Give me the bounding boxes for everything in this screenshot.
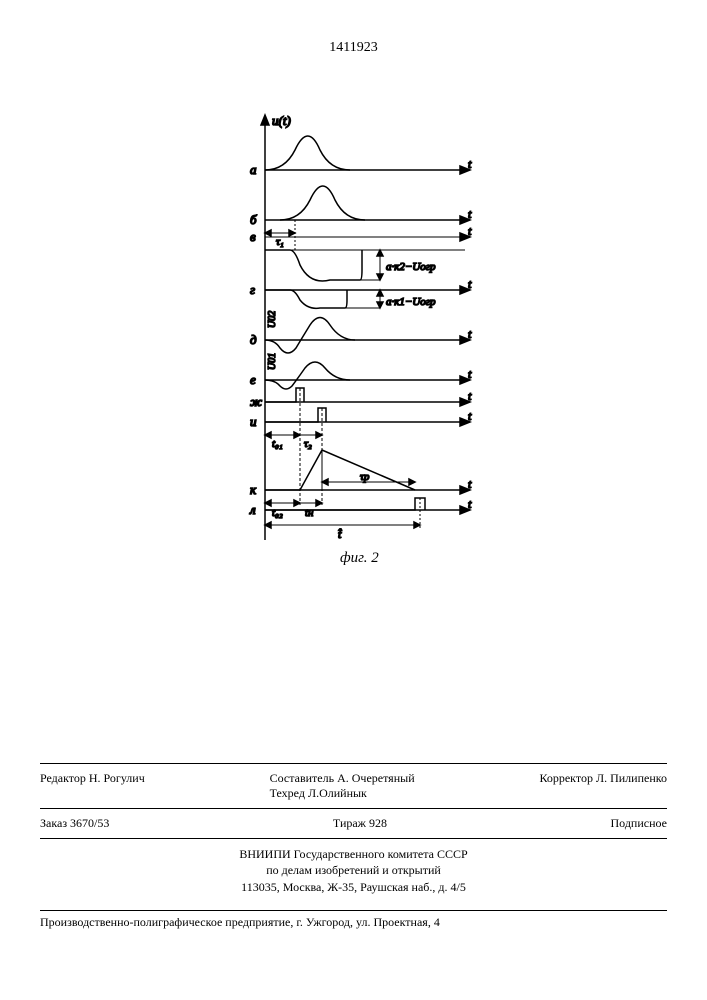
techred-label: Техред (270, 786, 305, 800)
editor-name: Н. Рогулич (89, 771, 145, 785)
corrector-name: Л. Пилипенко (596, 771, 667, 785)
row-label-l: л (249, 502, 256, 517)
compiler-techred-cell: Составитель А. Очеретяный Техред Л.Олийн… (270, 771, 415, 801)
svg-text:t: t (468, 477, 472, 491)
techred-name: Л.Олийнык (308, 786, 367, 800)
podpisnoe: Подписное (611, 816, 668, 831)
row-label-v: в (250, 229, 256, 244)
row-label-e: е (250, 372, 256, 387)
footer-credits-block: Редактор Н. Рогулич Составитель А. Очере… (40, 760, 667, 900)
org-line-3: 113035, Москва, Ж-35, Раушская наб., д. … (40, 879, 667, 896)
divider (40, 763, 667, 764)
svg-text:t: t (468, 389, 472, 403)
svg-text:t: t (468, 327, 472, 341)
production-line: Производственно-полиграфическое предприя… (40, 910, 667, 930)
t-hat-label: t̂ (338, 527, 342, 541)
row-label-i: и (250, 414, 257, 429)
ak2-label: a·к2−Uогр (386, 261, 436, 273)
divider (40, 838, 667, 839)
svg-text:t: t (468, 367, 472, 381)
svg-text:t: t (468, 409, 472, 423)
u02-label: U02 (267, 311, 278, 328)
org-line-2: по делам изобретений и открытий (40, 862, 667, 879)
tau2-label: τ₂ (304, 438, 312, 450)
row-label-g: г (250, 282, 255, 297)
corrector-label: Корректор (539, 771, 593, 785)
svg-text:t: t (468, 224, 472, 238)
divider (40, 808, 667, 809)
svg-text:t: t (468, 157, 472, 171)
compiler-name: А. Очеретяный (337, 771, 415, 785)
y-axis-label: u(t) (272, 113, 291, 128)
row-label-d: д (250, 332, 257, 347)
credits-row: Редактор Н. Рогулич Составитель А. Очере… (40, 767, 667, 805)
tau1-label: τ₁ (276, 236, 284, 248)
figure-caption: фиг. 2 (340, 550, 379, 566)
svg-text:t: t (468, 207, 472, 221)
org-block: ВНИИПИ Государственного комитета СССР по… (40, 842, 667, 900)
taup-label: τр (360, 471, 370, 483)
t02-label: t₀₂ (272, 507, 283, 519)
tn-label: tн (305, 507, 314, 519)
svg-text:t: t (468, 277, 472, 291)
order-row: Заказ 3670/53 Тираж 928 Подписное (40, 812, 667, 835)
tirazh: Тираж 928 (333, 816, 387, 831)
timing-diagram-figure: u(t) а t б t τ₁ t в a·к2−Uогр г (240, 110, 500, 570)
editor-cell: Редактор Н. Рогулич (40, 771, 145, 801)
order-number: Заказ 3670/53 (40, 816, 109, 831)
row-label-k: к (250, 482, 257, 497)
row-label-a: а (250, 162, 257, 177)
compiler-label: Составитель (270, 771, 334, 785)
org-line-1: ВНИИПИ Государственного комитета СССР (40, 846, 667, 863)
corrector-cell: Корректор Л. Пилипенко (539, 771, 667, 801)
t01-label: t₀₁ (272, 438, 283, 450)
page-number: 1411923 (0, 40, 707, 56)
row-label-b: б (250, 212, 257, 227)
row-label-zh: ж (250, 394, 262, 409)
ak1-label: a·к1−Uогр (386, 296, 436, 308)
u01-label: U01 (267, 353, 278, 370)
svg-text:t: t (468, 497, 472, 511)
editor-label: Редактор (40, 771, 86, 785)
